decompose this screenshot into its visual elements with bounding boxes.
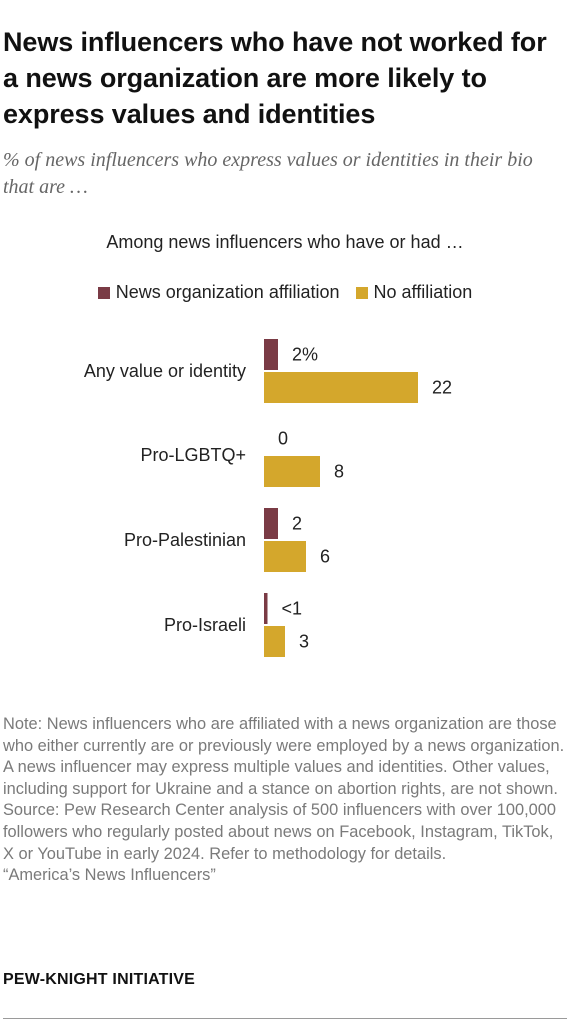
value-label: 8 — [334, 462, 344, 482]
value-label: 22 — [432, 378, 452, 398]
bar-unaffiliated — [264, 541, 306, 572]
value-label: 6 — [320, 547, 330, 567]
legend-swatch-unaffiliated — [355, 286, 368, 299]
value-label: 3 — [299, 632, 309, 652]
chart-subtitle: % of news influencers who express values… — [3, 149, 533, 198]
note-text: Note: News influencers who are affiliate… — [3, 715, 565, 798]
legend-label-affiliated: News organization affiliation — [115, 282, 340, 302]
report-title: “America’s News Influencers” — [3, 866, 216, 885]
legend-label-unaffiliated: No affiliation — [373, 282, 473, 302]
value-label: 2 — [292, 514, 302, 534]
legend-heading: Among news influencers who have or had … — [106, 232, 464, 252]
legend-swatch-affiliated — [97, 286, 110, 299]
value-label: 2% — [292, 345, 318, 365]
bottom-rule — [3, 1018, 567, 1019]
footnote: Note: News influencers who are affiliate… — [3, 714, 565, 887]
bar-affiliated — [264, 339, 278, 370]
chart-title: News influencers who have not worked for… — [3, 27, 547, 129]
category-label: Pro-Palestinian — [124, 530, 246, 550]
bar-chart: Any value or identity 2% 22 Pro-LGBTQ+ 0 8 Pro… — [84, 339, 452, 657]
legend-item-unaffiliated: No affiliation — [355, 282, 473, 303]
source-text: Source: Pew Research Center analysis of … — [3, 801, 557, 863]
bar-unaffiliated — [264, 456, 320, 487]
value-label: <1 — [282, 599, 303, 619]
value-label: 0 — [278, 429, 288, 449]
bar-affiliated — [264, 508, 278, 539]
bar-unaffiliated — [264, 626, 285, 657]
category-label: Pro-Israeli — [164, 615, 246, 635]
bar-affiliated — [264, 593, 268, 624]
category-label: Any value or identity — [84, 361, 246, 381]
legend-item-affiliated: News organization affiliation — [97, 282, 340, 303]
bar-unaffiliated — [264, 372, 418, 403]
brand-label: PEW-KNIGHT INITIATIVE — [3, 971, 196, 988]
category-label: Pro-LGBTQ+ — [140, 445, 246, 465]
legend: News organization affiliation No affilia… — [0, 282, 570, 303]
